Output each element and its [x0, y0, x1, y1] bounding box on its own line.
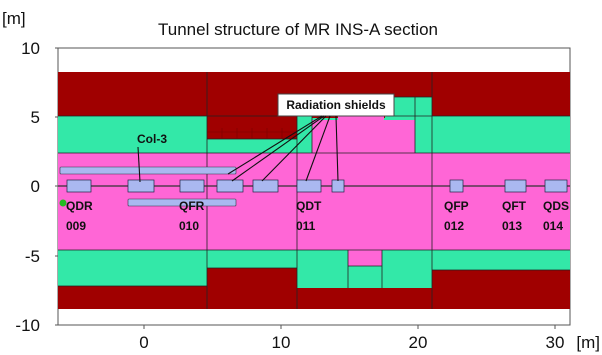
- plot-area: Radiation shields Col-3 QDR 009 QFR 010 …: [57, 47, 571, 326]
- magnet-label-name: QFP: [444, 199, 469, 213]
- col3-leader: [137, 146, 141, 183]
- magnet-label-number: 012: [444, 219, 464, 233]
- x-axis-unit: [m]: [576, 333, 600, 352]
- y-tick-label: -10: [15, 316, 40, 335]
- y-tick-label: 10: [21, 39, 40, 58]
- concrete-upper-6: [432, 116, 570, 153]
- concrete-lower-6: [432, 250, 570, 270]
- x-tick-label: 0: [139, 333, 148, 352]
- callout-col3: Col-3: [137, 132, 167, 183]
- collimator-col3: [127, 198, 237, 207]
- concrete-lower-4: [348, 266, 382, 288]
- air-pocket-upper: [312, 120, 415, 153]
- concrete-upper-1: [58, 116, 207, 153]
- magnet-label-number: 014: [543, 219, 563, 233]
- y-tick-label: -5: [25, 247, 40, 266]
- magnet-label-name: QDT: [296, 199, 322, 213]
- magnet-qdt: [296, 179, 322, 193]
- magnet-labels: QDR 009 QFR 010 QDT 011 QFP 012 QFT 013 …: [66, 199, 569, 233]
- magnet-label-name: QDR: [66, 199, 93, 213]
- concrete-lower-3: [297, 250, 348, 288]
- x-tick-label: 20: [409, 333, 428, 352]
- shield-block-2: [252, 179, 279, 193]
- callout-col3-label: Col-3: [137, 132, 167, 146]
- magnet-label-number: 009: [66, 219, 86, 233]
- diagram-title: Tunnel structure of MR INS-A section: [158, 20, 438, 39]
- magnet-qdr: [66, 179, 92, 193]
- concrete-upper-3: [297, 116, 312, 153]
- concrete-lower-5: [382, 250, 432, 288]
- magnet-left-1: [127, 179, 155, 193]
- shield-block-1: [216, 179, 244, 193]
- rock-grid: [207, 128, 297, 139]
- concrete-lower-2: [207, 250, 297, 268]
- magnet-label-number: 013: [502, 219, 522, 233]
- air-pocket-lower: [348, 250, 382, 266]
- concrete-upper-2: [207, 139, 297, 153]
- magnet-label-name: QDS: [543, 199, 569, 213]
- x-tick-label: 10: [272, 333, 291, 352]
- magnet-qft: [504, 179, 527, 193]
- y-tick-label: 0: [31, 177, 40, 196]
- magnet-label-name: QFR: [179, 199, 205, 213]
- concrete-lower-1: [58, 250, 207, 286]
- magnet-qfr: [179, 179, 205, 193]
- callout-leaders: [227, 115, 339, 182]
- magnet-qds: [544, 179, 568, 193]
- y-axis-unit: [m]: [2, 9, 26, 28]
- beam-marker: [59, 199, 67, 207]
- x-tick-marks: [143, 325, 556, 329]
- radiation-shield-bar: [59, 166, 237, 175]
- callout-radiation-shields: Radiation shields: [227, 93, 395, 182]
- magnet-label-name: QFT: [502, 199, 527, 213]
- x-tick-label: 30: [546, 333, 565, 352]
- magnet-qfp: [449, 179, 464, 193]
- callout-shields-label: Radiation shields: [286, 98, 386, 112]
- y-tick-marks: [55, 47, 58, 326]
- magnet-label-number: 010: [179, 219, 199, 233]
- y-tick-label: 5: [31, 108, 40, 127]
- magnet-label-number: 011: [296, 219, 316, 233]
- shield-block-3: [331, 179, 345, 193]
- magnets: [66, 179, 568, 193]
